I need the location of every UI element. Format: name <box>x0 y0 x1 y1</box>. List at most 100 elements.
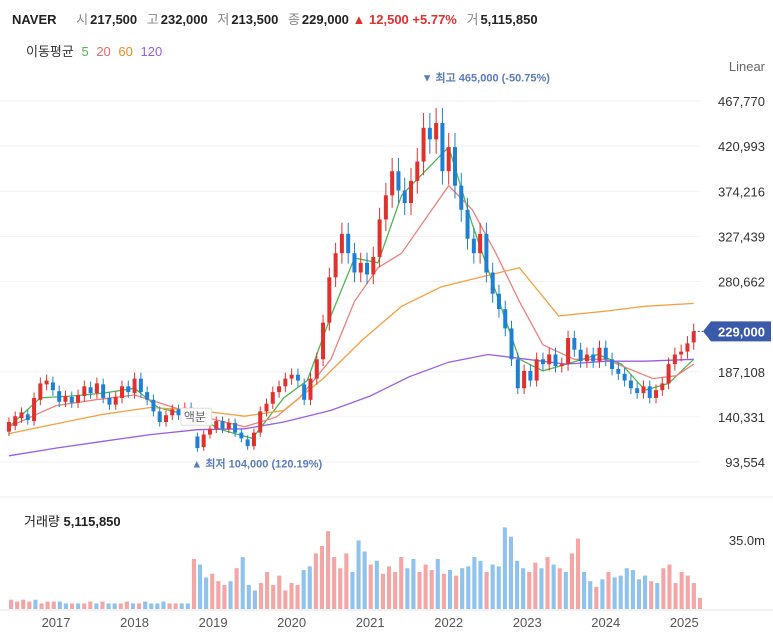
candle-down <box>25 414 30 421</box>
price-tick-label: 327,439 <box>718 229 765 244</box>
volume-bar <box>575 538 581 609</box>
candle-up <box>597 347 602 362</box>
volume-bar <box>185 603 190 609</box>
volume-bar <box>313 553 318 609</box>
candle-down <box>465 209 470 239</box>
candle-down <box>578 349 583 362</box>
volume-bar <box>283 590 288 609</box>
candle-down <box>57 391 62 402</box>
volume-bar <box>417 571 422 609</box>
volume-bar <box>405 568 410 609</box>
volume-bar <box>88 601 93 609</box>
candle-down <box>515 359 520 389</box>
volume-bar <box>51 601 56 609</box>
volume-bar <box>332 557 337 609</box>
volume-bar <box>149 603 154 609</box>
volume-label: 거 <box>466 12 479 27</box>
candle-down <box>195 436 200 449</box>
time-tick-label: 2020 <box>277 615 306 630</box>
volume-bar <box>155 603 160 609</box>
open-label: 시 <box>76 12 89 27</box>
candle-up <box>339 233 344 254</box>
split-event-marker[interactable]: 액분 <box>184 410 206 424</box>
volume-bar <box>472 557 477 609</box>
volume-bar <box>618 575 623 609</box>
price-axis: 467,770 420,993 374,216 327,439 280,662 187,1… <box>718 94 765 470</box>
volume-panel-value: 5,115,850 <box>63 514 121 529</box>
volume-panel-label: 거래량 5,115,850 <box>24 511 121 530</box>
volume-bar <box>582 571 587 609</box>
time-tick-label: 2018 <box>120 615 149 630</box>
candle-down <box>616 368 621 374</box>
volume-bar <box>228 581 233 609</box>
volume-bar <box>612 577 617 609</box>
volume-value: 5,115,850 <box>480 12 538 27</box>
candle-up <box>559 364 564 367</box>
candle-up <box>270 392 275 404</box>
volume-bar <box>271 584 276 609</box>
candle-down <box>145 392 150 400</box>
candle-down <box>503 309 508 329</box>
volume-bar <box>210 573 215 609</box>
candle-up <box>421 127 426 162</box>
price-tick-label: 374,216 <box>718 184 765 199</box>
time-tick-label: 2021 <box>356 615 385 630</box>
candle-up <box>666 364 671 384</box>
volume-bar <box>557 568 562 609</box>
ma-legend[interactable]: 이동평균 5 20 60 120 <box>26 41 166 60</box>
ma-line-ma120 <box>8 353 694 457</box>
ma120-legend[interactable]: 120 <box>140 44 163 59</box>
time-axis: 2017 2018 2019 2020 2021 2022 2023 2024 2025 <box>42 615 699 630</box>
volume-bar <box>685 575 690 609</box>
volume-bar <box>447 570 453 609</box>
scale-mode-toggle[interactable]: Linear <box>728 59 765 74</box>
volume-bar <box>27 601 32 609</box>
close-value: 229,000 <box>301 12 349 27</box>
volume-bar <box>289 583 294 609</box>
candle-up <box>409 180 414 204</box>
candle-down <box>352 253 357 273</box>
volume-bar <box>374 560 379 609</box>
candle-up <box>251 432 256 447</box>
volume-bar <box>362 551 367 609</box>
candle-down <box>553 354 558 367</box>
candle-up <box>679 351 684 355</box>
candle-up <box>522 370 527 389</box>
ma5-legend[interactable]: 5 <box>81 44 89 59</box>
candle-down <box>471 238 476 254</box>
candle-up <box>377 219 382 258</box>
volume-bar <box>636 579 642 609</box>
low-value: 213,500 <box>231 12 279 27</box>
candle-down <box>603 347 608 360</box>
low-label: 저 <box>217 12 230 27</box>
candle-up <box>308 378 313 400</box>
candle-up <box>371 257 376 275</box>
candle-up <box>383 195 388 220</box>
volume-bar <box>496 566 501 609</box>
symbol-name: NAVER <box>12 12 57 27</box>
volume-bar <box>137 603 142 609</box>
grid-lines <box>0 100 700 463</box>
volume-bar <box>57 601 62 609</box>
volume-bar <box>606 571 611 609</box>
candle-up <box>207 428 212 435</box>
volume-bar <box>386 566 392 609</box>
volume-bar <box>393 571 398 609</box>
volume-bar <box>466 566 471 609</box>
volume-bar <box>655 583 660 609</box>
volume-bar <box>380 573 385 609</box>
candle-up <box>13 416 18 426</box>
candle-up <box>672 354 677 365</box>
candle-up <box>534 359 539 381</box>
ma20-legend[interactable]: 20 <box>96 44 111 59</box>
ma-legend-label: 이동평균 <box>26 44 74 59</box>
ma60-legend[interactable]: 60 <box>118 44 133 59</box>
close-label: 종 <box>287 12 300 27</box>
volume-bar <box>643 575 648 609</box>
candle-up <box>314 359 319 379</box>
volume-bar <box>161 601 166 609</box>
price-tick-label: 467,770 <box>718 94 765 109</box>
annotations: ▼ 최고 465,000 (-50.75%) ▲ 최저 104,000 (120… <box>180 71 550 470</box>
candle-up <box>113 396 118 405</box>
